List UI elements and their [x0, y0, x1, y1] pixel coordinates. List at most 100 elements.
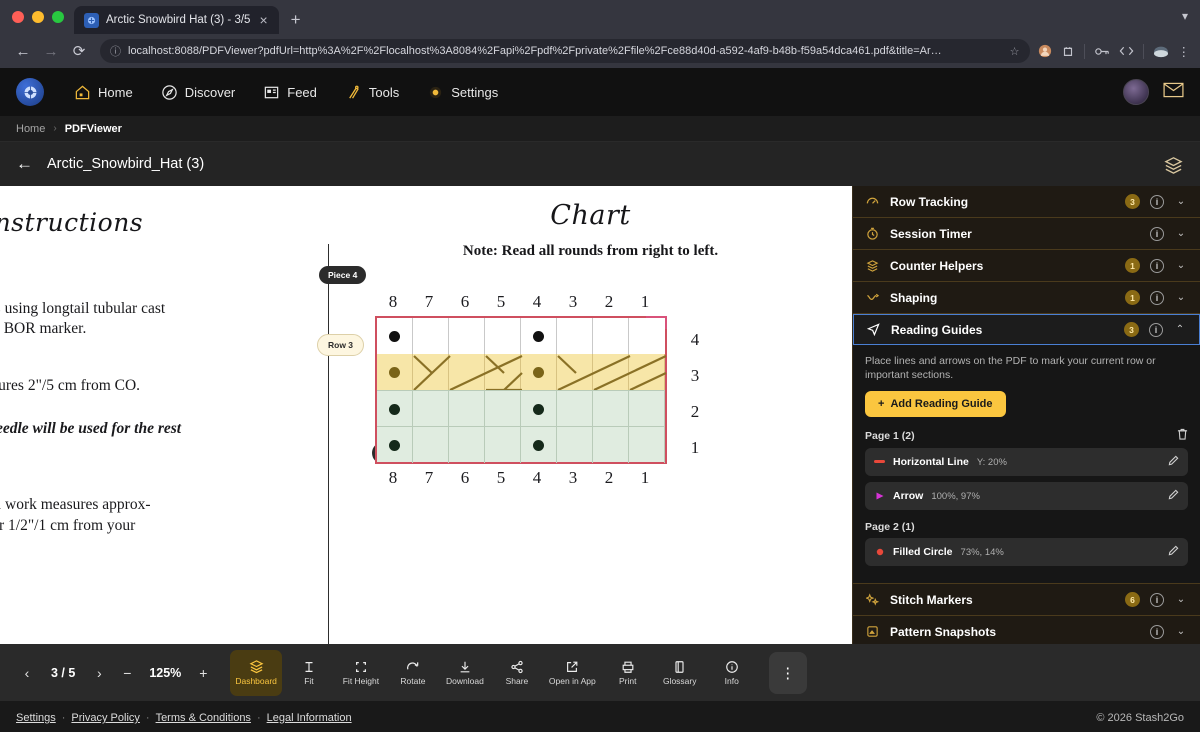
- footer-link-legal[interactable]: Legal Information: [266, 712, 352, 724]
- chart-cell[interactable]: [485, 354, 521, 390]
- chart-cell[interactable]: [377, 427, 413, 463]
- nav-item-feed[interactable]: Feed: [251, 77, 329, 108]
- chart-cell[interactable]: [485, 391, 521, 427]
- nav-item-tools[interactable]: Tools: [333, 77, 411, 108]
- edit-icon[interactable]: [1168, 489, 1179, 503]
- chart-cell[interactable]: [521, 354, 557, 390]
- chart-cell[interactable]: [593, 354, 629, 390]
- section-header-reading-guides[interactable]: Reading Guides 3 i ⌃: [853, 314, 1200, 345]
- info-icon[interactable]: i: [1150, 290, 1164, 305]
- previous-page-button[interactable]: ‹: [24, 664, 30, 681]
- address-bar[interactable]: ⓘ localhost:8088/PDFViewer?pdfUrl=http%3…: [100, 39, 1030, 63]
- chart-cell[interactable]: [521, 391, 557, 427]
- back-arrow-icon[interactable]: ←: [16, 154, 33, 173]
- nav-item-discover[interactable]: Discover: [149, 77, 248, 108]
- info-icon[interactable]: i: [1150, 226, 1164, 241]
- breadcrumb-home[interactable]: Home: [16, 122, 46, 135]
- back-button[interactable]: ←: [15, 42, 31, 60]
- chart-cell[interactable]: [449, 427, 485, 463]
- chart-cell[interactable]: [413, 391, 449, 427]
- devtools-code-icon[interactable]: [1119, 45, 1134, 57]
- tools-sidebar[interactable]: Row Tracking 3 i ⌄ Session Timer i ⌄: [852, 186, 1200, 644]
- chevron-down-icon[interactable]: ⌄: [1176, 228, 1186, 239]
- toolbar-button-rotate[interactable]: Rotate: [388, 650, 438, 696]
- chart-cell[interactable]: [485, 318, 521, 354]
- edit-icon[interactable]: [1168, 455, 1179, 469]
- chart-cell[interactable]: [593, 318, 629, 354]
- chart-cell[interactable]: [593, 427, 629, 463]
- toolbar-button-info[interactable]: Info: [707, 650, 757, 696]
- chevron-down-icon[interactable]: ⌄: [1176, 594, 1186, 606]
- toolbar-button-print[interactable]: Print: [603, 650, 653, 696]
- info-icon[interactable]: i: [1150, 194, 1164, 209]
- chart-cell[interactable]: [449, 318, 485, 354]
- chevron-down-icon[interactable]: ⌄: [1176, 292, 1186, 303]
- chart-cell[interactable]: [593, 391, 629, 427]
- toolbar-button-download[interactable]: Download: [440, 650, 490, 696]
- pdf-viewer-pane[interactable]: …der Instructions edle, CO 56 sts using …: [0, 186, 852, 644]
- edit-icon[interactable]: [1168, 545, 1179, 559]
- toolbar-more-button[interactable]: ⋮: [768, 651, 807, 694]
- chart-cell[interactable]: [557, 318, 593, 354]
- reading-guide-item[interactable]: Horizontal Line Y: 20%: [865, 448, 1188, 477]
- forward-button[interactable]: →: [43, 42, 59, 60]
- chart-cell[interactable]: [413, 427, 449, 463]
- mail-icon[interactable]: [1163, 82, 1184, 103]
- footer-link-settings[interactable]: Settings: [16, 712, 56, 724]
- brand-logo-icon[interactable]: [16, 78, 44, 106]
- chart-cell[interactable]: [485, 427, 521, 463]
- section-header-session-timer[interactable]: Session Timer i ⌄: [853, 218, 1200, 249]
- section-header-row-tracking[interactable]: Row Tracking 3 i ⌄: [853, 186, 1200, 217]
- account-icon[interactable]: [1153, 44, 1169, 58]
- chart-cell[interactable]: [377, 354, 413, 390]
- site-info-icon[interactable]: ⓘ: [110, 46, 121, 58]
- section-header-counter-helpers[interactable]: Counter Helpers 1 i ⌄: [853, 250, 1200, 281]
- footer-link-privacy-policy[interactable]: Privacy Policy: [71, 712, 140, 724]
- reading-guide-item[interactable]: Arrow 100%, 97%: [865, 482, 1188, 511]
- toolbar-button-share[interactable]: Share: [492, 650, 542, 696]
- chevron-down-icon[interactable]: ⌄: [1176, 196, 1186, 207]
- reading-guide-item[interactable]: Filled Circle 73%, 14%: [865, 538, 1188, 567]
- window-close-button[interactable]: [12, 11, 24, 23]
- password-key-icon[interactable]: [1094, 45, 1110, 58]
- footer-link-terms[interactable]: Terms & Conditions: [155, 712, 251, 724]
- info-icon[interactable]: i: [1150, 592, 1164, 607]
- chart-cell[interactable]: [449, 354, 485, 390]
- chevron-down-icon[interactable]: ⌄: [1176, 626, 1186, 638]
- toolbar-button-dashboard[interactable]: Dashboard: [230, 649, 282, 696]
- chart-grid[interactable]: 3/4: [375, 316, 699, 464]
- profile-icon[interactable]: [1038, 44, 1052, 58]
- chevron-up-icon[interactable]: ⌃: [1175, 324, 1185, 335]
- extensions-icon[interactable]: [1061, 44, 1075, 58]
- new-tab-button[interactable]: +: [290, 10, 301, 29]
- chart-cell[interactable]: [521, 318, 557, 354]
- browser-tab[interactable]: Arctic Snowbird Hat (3) - 3/5 ×: [74, 6, 279, 34]
- add-reading-guide-button[interactable]: + Add Reading Guide: [865, 391, 1006, 418]
- trash-icon[interactable]: [1177, 428, 1188, 443]
- chart-cell[interactable]: [377, 391, 413, 427]
- chart-cell[interactable]: [557, 354, 593, 390]
- chart-cell[interactable]: [521, 427, 557, 463]
- nav-item-settings[interactable]: Settings: [415, 77, 510, 108]
- chart-cell[interactable]: [629, 391, 665, 427]
- toolbar-button-fit-height[interactable]: Fit Height: [336, 650, 386, 696]
- chart-cell[interactable]: [413, 318, 449, 354]
- tab-close-icon[interactable]: ×: [259, 12, 268, 28]
- window-minimize-button[interactable]: [32, 11, 44, 23]
- section-header-pattern-snapshots[interactable]: Pattern Snapshots i ⌄: [853, 616, 1200, 644]
- chart-cell[interactable]: [557, 391, 593, 427]
- reload-button[interactable]: ⟳: [72, 43, 86, 60]
- toolbar-button-open-in-app[interactable]: Open in App: [544, 650, 601, 696]
- next-page-button[interactable]: ›: [96, 664, 102, 681]
- info-icon[interactable]: i: [1150, 624, 1164, 639]
- section-header-stitch-markers[interactable]: Stitch Markers 6 i ⌄: [853, 584, 1200, 616]
- chart-cell[interactable]: [557, 427, 593, 463]
- toolbar-button-glossary[interactable]: Glossary: [655, 650, 705, 696]
- window-maximize-button[interactable]: [52, 11, 64, 23]
- window-chevron-icon[interactable]: ▾: [1181, 9, 1188, 23]
- chart-cell[interactable]: [629, 318, 665, 354]
- chart-cell[interactable]: [629, 427, 665, 463]
- nav-item-home[interactable]: Home: [62, 77, 145, 108]
- layers-icon[interactable]: [1163, 154, 1184, 175]
- user-avatar[interactable]: [1123, 79, 1149, 105]
